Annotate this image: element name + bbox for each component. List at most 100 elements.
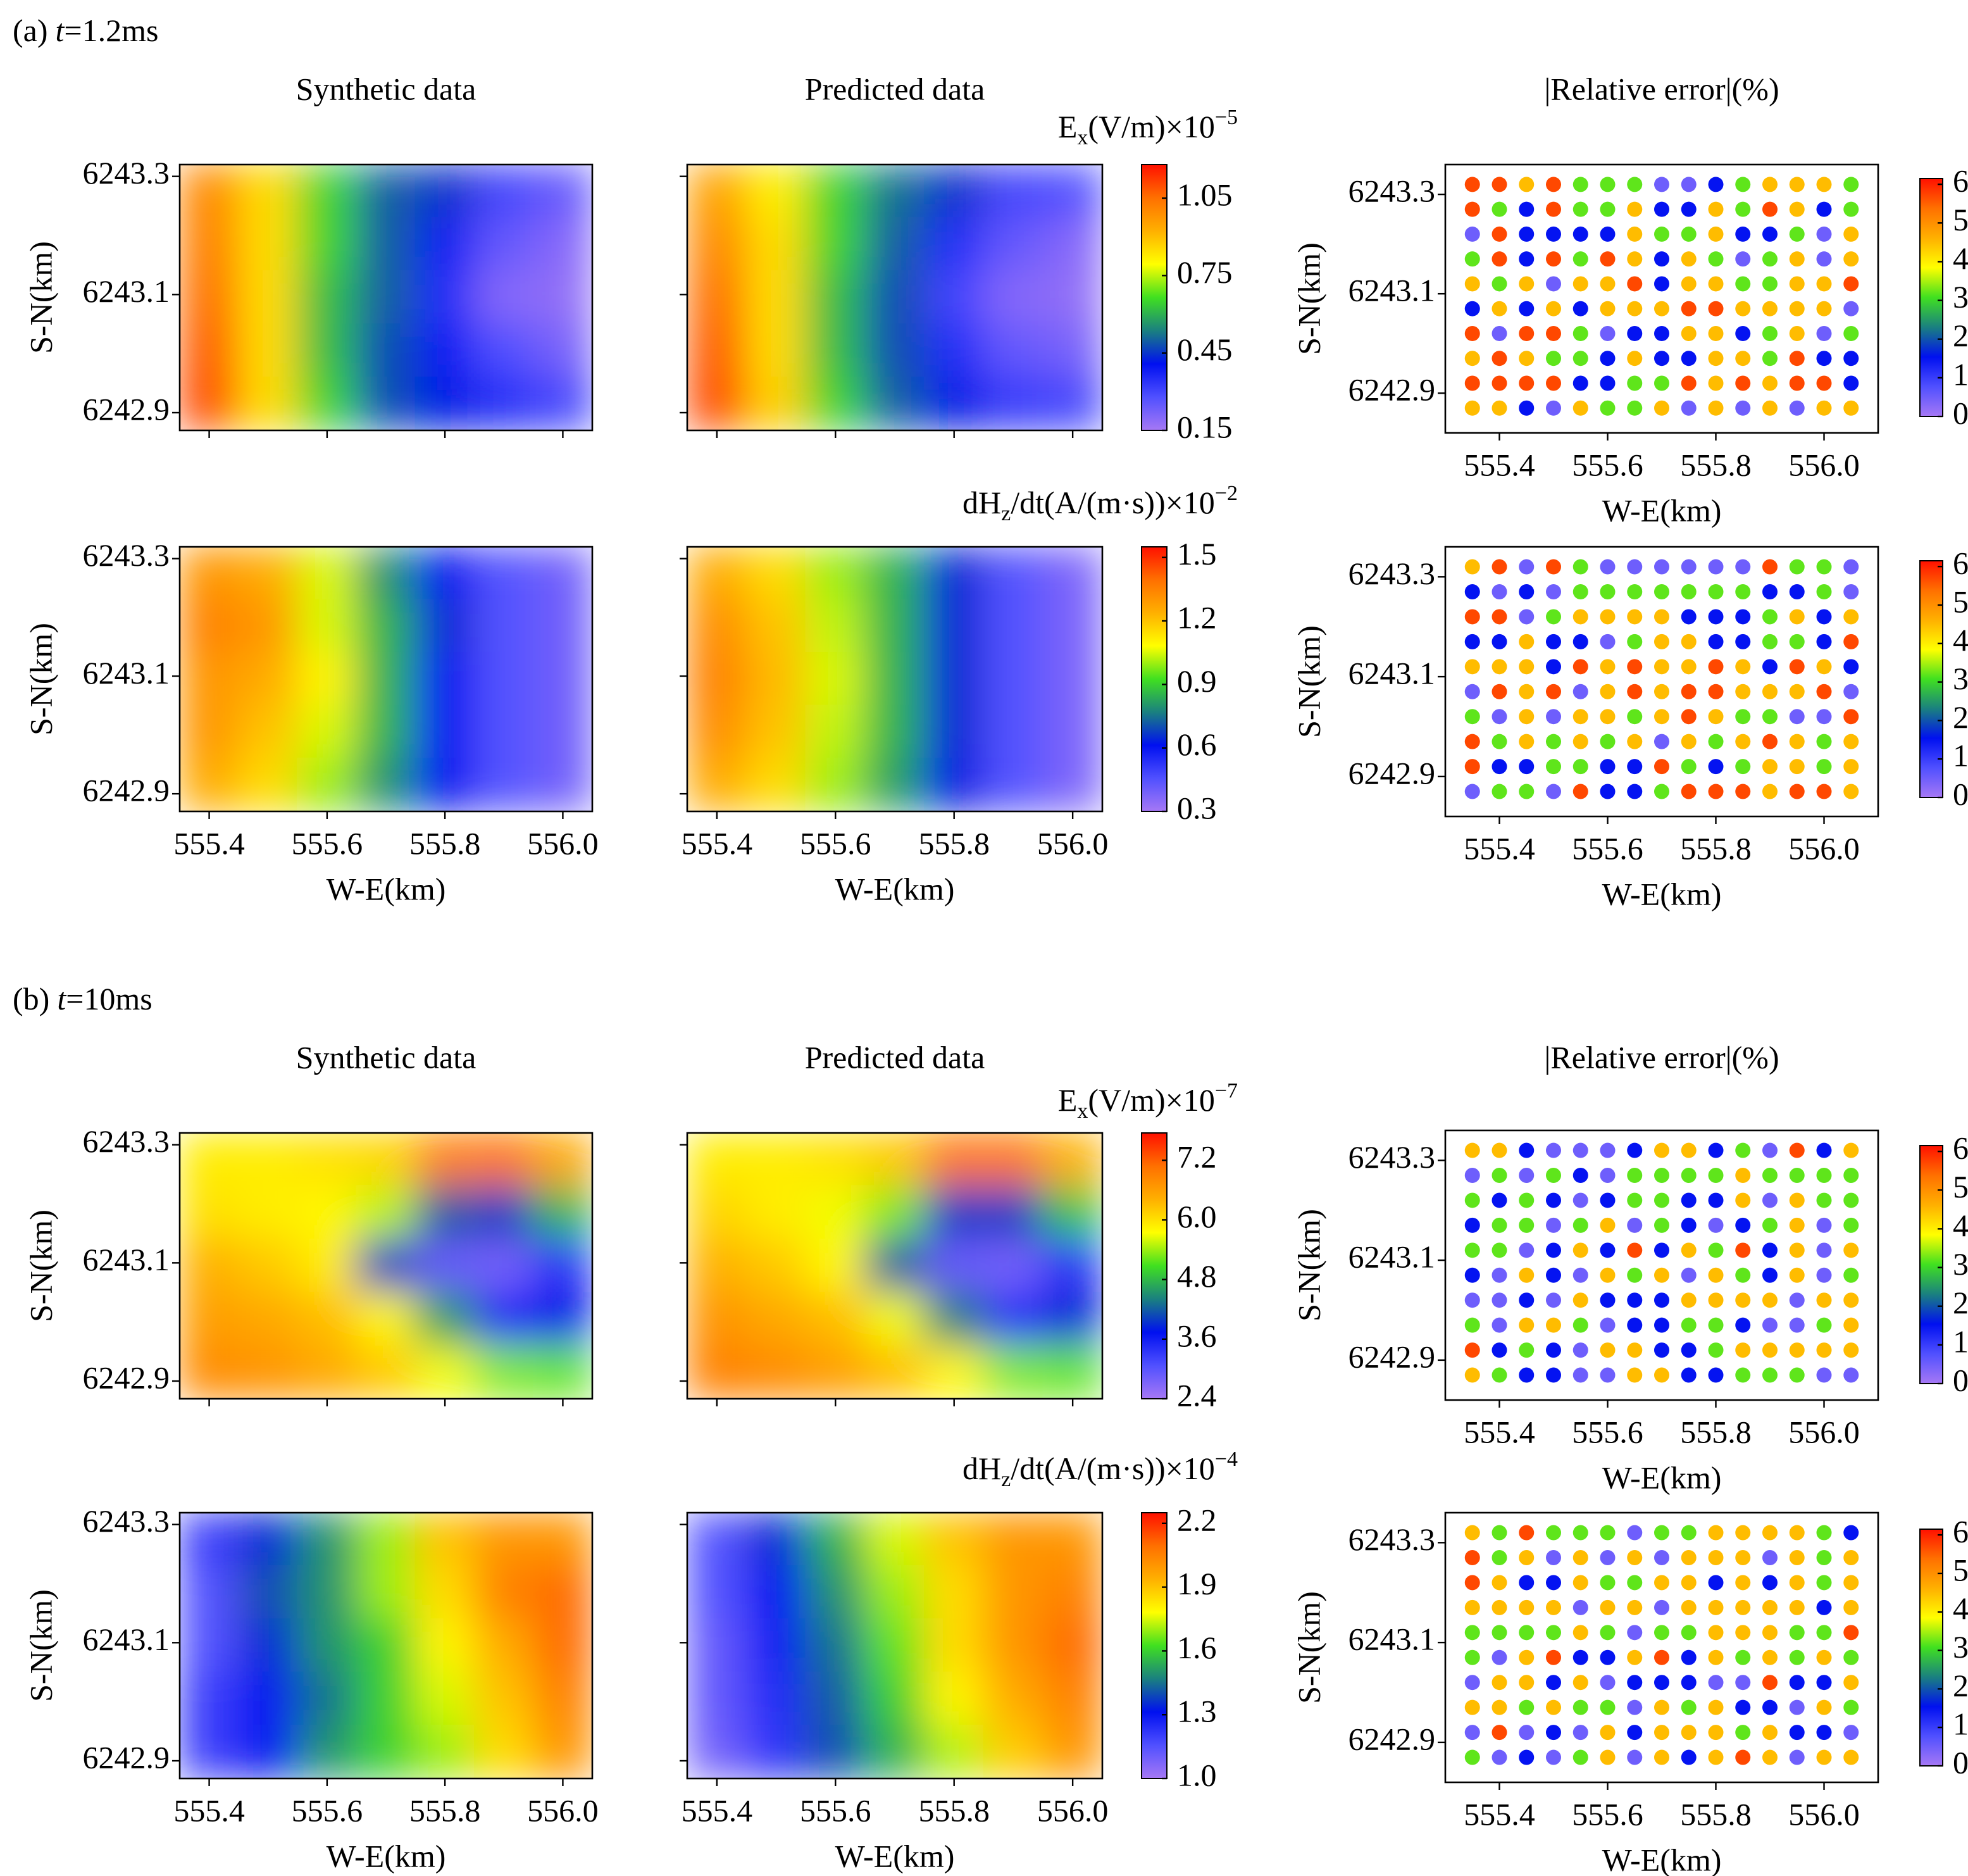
error-dot xyxy=(1816,1599,1832,1615)
error-dot xyxy=(1573,1625,1588,1641)
error-dot xyxy=(1843,1699,1859,1715)
heat-cell xyxy=(805,1565,866,1620)
error-dot xyxy=(1492,1525,1507,1541)
error-dot xyxy=(1627,1625,1643,1641)
y-axis-label: S-N(km) xyxy=(1291,242,1326,355)
heat-cell xyxy=(1042,758,1102,811)
error-dot xyxy=(1843,784,1859,799)
heat-cell xyxy=(1042,1725,1102,1779)
colorbar-tick-label: 4 xyxy=(1953,1591,1968,1626)
error-dot xyxy=(1573,1525,1588,1541)
error-dot xyxy=(1654,1749,1669,1765)
error-dot xyxy=(1735,400,1751,416)
error-dot xyxy=(1762,375,1778,391)
text-part: /dt(A/(m·s))×10 xyxy=(1011,1451,1215,1486)
heat-cell xyxy=(805,1185,866,1240)
heat-cell xyxy=(687,1513,747,1566)
frame xyxy=(1444,546,1879,818)
error-dot xyxy=(1843,734,1859,749)
heat-cell xyxy=(983,599,1044,654)
error-dot xyxy=(1816,276,1832,292)
heat-cell xyxy=(687,377,747,430)
error-dot xyxy=(1681,1242,1697,1258)
error-dot xyxy=(1762,634,1778,649)
heat-cell xyxy=(864,1618,925,1673)
error-dot xyxy=(1762,559,1778,575)
heat-cell xyxy=(687,1239,747,1293)
multi-text: dHz/dt(A/(m·s))×10−2 xyxy=(962,482,1238,525)
heat-cell xyxy=(864,1292,925,1346)
heat-cell xyxy=(238,1565,299,1620)
error-dot xyxy=(1816,301,1832,316)
error-dot xyxy=(1464,1142,1480,1158)
error-dot xyxy=(1546,1192,1561,1208)
error-dot xyxy=(1573,1367,1588,1383)
colorbar-tick-label: 1.2 xyxy=(1177,600,1217,635)
error-dot xyxy=(1681,226,1697,242)
colorbar-tick-label: 0.45 xyxy=(1177,332,1233,367)
error-dot xyxy=(1654,1267,1669,1283)
error-dot xyxy=(1762,1292,1778,1308)
heat-cell xyxy=(745,323,807,378)
frame xyxy=(178,1511,594,1780)
error-dot xyxy=(1789,1625,1805,1641)
error-dot xyxy=(1464,400,1480,416)
heat-cell xyxy=(180,1725,240,1779)
error-dot xyxy=(1573,375,1588,391)
text-part: t xyxy=(57,981,66,1016)
error-dot xyxy=(1627,301,1643,316)
frame xyxy=(686,1511,1104,1780)
error-dot xyxy=(1519,709,1535,725)
error-dot xyxy=(1573,1699,1588,1715)
error-dot xyxy=(1492,226,1507,242)
error-dot xyxy=(1573,584,1588,599)
error-dot xyxy=(1843,1292,1859,1308)
error-dot xyxy=(1654,1317,1669,1333)
error-dot xyxy=(1843,1342,1859,1358)
heat-cell xyxy=(180,323,240,378)
error-dot xyxy=(1492,734,1507,749)
error-dot xyxy=(1735,559,1751,575)
heat-cell xyxy=(923,599,985,654)
error-dot xyxy=(1681,251,1697,267)
error-dot xyxy=(1654,226,1669,242)
error-dot xyxy=(1600,1575,1616,1591)
error-dot xyxy=(1464,1367,1480,1383)
error-dot xyxy=(1681,709,1697,725)
error-dot xyxy=(1600,1292,1616,1308)
x-tick-label: 556.0 xyxy=(1788,1796,1860,1832)
error-dot xyxy=(1573,659,1588,675)
error-dot xyxy=(1627,1267,1643,1283)
error-dot xyxy=(1654,559,1669,575)
heat-cell xyxy=(180,547,240,601)
heat-cell xyxy=(356,1239,416,1293)
error-dot xyxy=(1735,1317,1751,1333)
error-dot xyxy=(1600,1749,1616,1765)
heat-cell xyxy=(983,1239,1044,1293)
heat-cell xyxy=(1042,217,1102,272)
text-part: /dt(A/(m·s))×10 xyxy=(1011,485,1215,520)
error-dot xyxy=(1735,1649,1751,1665)
error-dot xyxy=(1843,1625,1859,1641)
error-dot xyxy=(1600,1192,1616,1208)
error-dot xyxy=(1573,276,1588,292)
error-dot xyxy=(1735,1192,1751,1208)
heat-cell xyxy=(923,270,985,325)
error-dot xyxy=(1735,609,1751,625)
heat-cell xyxy=(414,1725,475,1779)
error-dot xyxy=(1627,325,1643,341)
error-dot xyxy=(1816,226,1832,242)
error-dot xyxy=(1546,609,1561,625)
heat-cell xyxy=(687,217,747,272)
heat-cell xyxy=(805,547,866,601)
heat-cell xyxy=(473,1565,534,1620)
error-dot xyxy=(1843,1192,1859,1208)
error-dot xyxy=(1789,1192,1805,1208)
error-dot xyxy=(1708,1575,1724,1591)
error-dot xyxy=(1519,1242,1535,1258)
heatmap-cells xyxy=(180,547,592,811)
error-dot xyxy=(1789,684,1805,699)
error-dot xyxy=(1762,1192,1778,1208)
frame xyxy=(1444,1511,1879,1784)
